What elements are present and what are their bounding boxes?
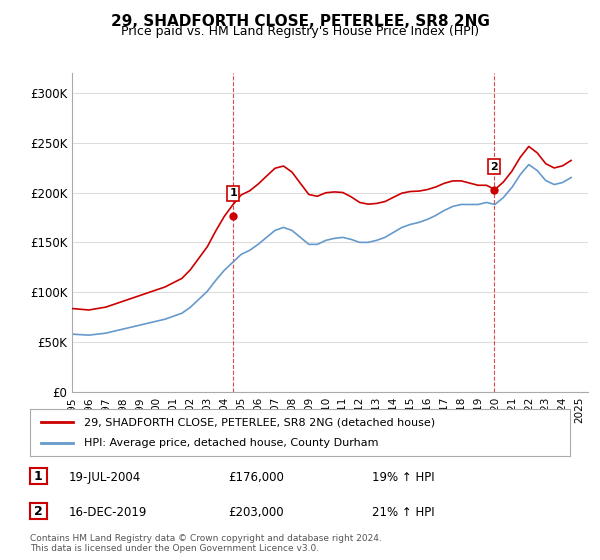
Text: 29, SHADFORTH CLOSE, PETERLEE, SR8 2NG: 29, SHADFORTH CLOSE, PETERLEE, SR8 2NG [110, 14, 490, 29]
Text: £176,000: £176,000 [228, 470, 284, 484]
Text: 19% ↑ HPI: 19% ↑ HPI [372, 470, 434, 484]
Text: 2: 2 [490, 161, 498, 171]
Text: 1: 1 [230, 189, 237, 198]
Text: Contains HM Land Registry data © Crown copyright and database right 2024.
This d: Contains HM Land Registry data © Crown c… [30, 534, 382, 553]
Text: 21% ↑ HPI: 21% ↑ HPI [372, 506, 434, 519]
Text: 29, SHADFORTH CLOSE, PETERLEE, SR8 2NG (detached house): 29, SHADFORTH CLOSE, PETERLEE, SR8 2NG (… [84, 417, 435, 427]
Text: HPI: Average price, detached house, County Durham: HPI: Average price, detached house, Coun… [84, 438, 379, 448]
Text: Price paid vs. HM Land Registry's House Price Index (HPI): Price paid vs. HM Land Registry's House … [121, 25, 479, 38]
Text: 19-JUL-2004: 19-JUL-2004 [69, 470, 141, 484]
Text: 2: 2 [34, 505, 43, 518]
Text: 16-DEC-2019: 16-DEC-2019 [69, 506, 148, 519]
Text: £203,000: £203,000 [228, 506, 284, 519]
Text: 1: 1 [34, 469, 43, 483]
